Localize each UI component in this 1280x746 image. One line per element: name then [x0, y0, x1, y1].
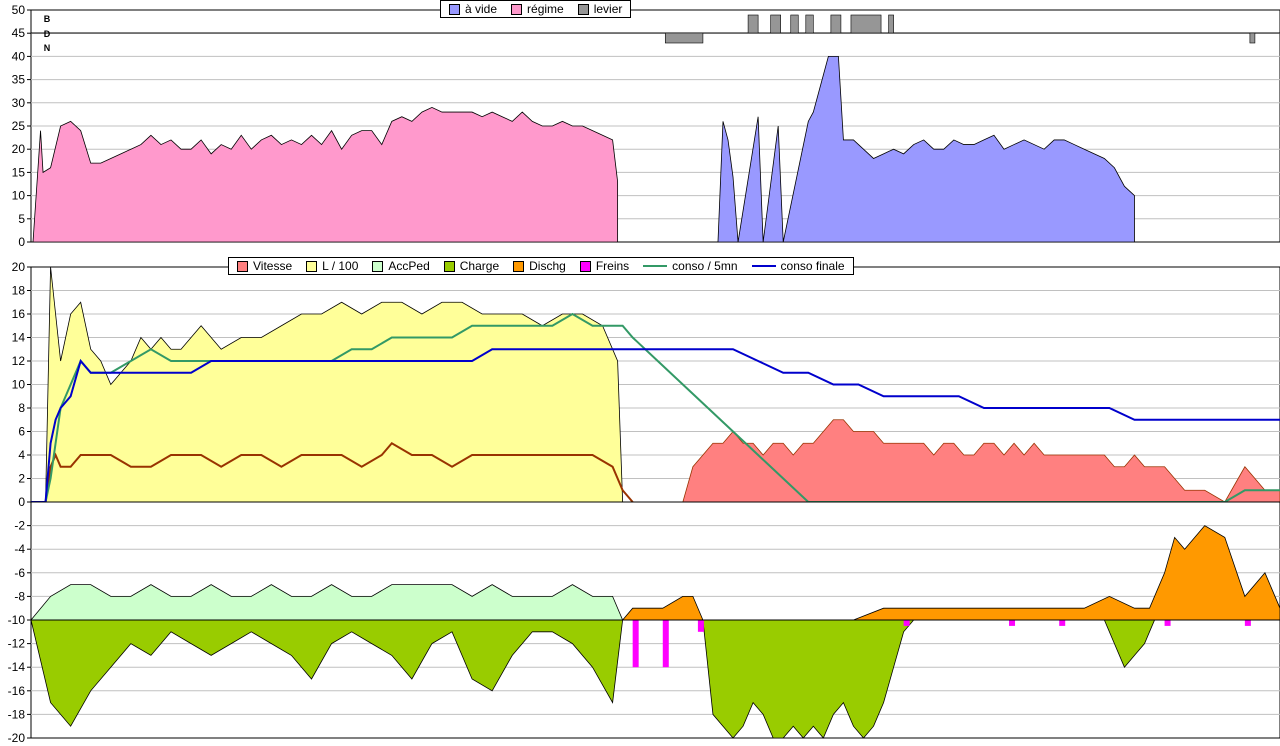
series-area-2	[621, 525, 1280, 621]
legend-swatch	[577, 3, 589, 15]
legend-label: régime	[527, 2, 564, 16]
panel-middle: 0246810121416182030160190112011501180121…	[12, 260, 1280, 529]
y-tick-label: -2	[14, 519, 25, 533]
panel-top: 0 5 10 15 20 25 30 35 40 45 50 BDN	[12, 3, 1280, 249]
legend-item: L / 100	[306, 259, 358, 273]
legend-swatch	[579, 260, 591, 272]
legend-middle: Vitesse L / 100 AccPed Charge Dischg Freins co…	[228, 257, 854, 275]
y-tick-label: 20	[12, 142, 26, 156]
y-tick-label: 50	[12, 3, 26, 17]
level-label: N	[44, 43, 51, 53]
legend-label: conso / 5mn	[672, 259, 738, 273]
y-tick-label: 12	[12, 354, 26, 368]
levier-segment	[770, 14, 782, 34]
y-tick-label: -6	[14, 566, 25, 580]
freins-bar	[662, 620, 669, 668]
legend-swatch	[643, 265, 668, 267]
y-tick-label: 10	[12, 378, 26, 392]
freins-bar	[697, 620, 704, 632]
levier-segment	[664, 32, 704, 44]
legend-swatch	[751, 265, 776, 267]
y-tick-label: 5	[18, 212, 25, 226]
legend-swatch	[443, 260, 455, 272]
legend-item: Vitesse	[237, 259, 292, 273]
y-tick-label: 18	[12, 284, 26, 298]
legend-label: L / 100	[322, 259, 359, 273]
legend-item: AccPed	[372, 259, 430, 273]
legend-item: à vide	[449, 2, 497, 16]
legend-label: à vide	[465, 2, 498, 16]
legend-item: conso / 5mn	[643, 259, 738, 273]
y-tick-label: 40	[12, 49, 26, 63]
y-tick-label: 35	[12, 73, 26, 87]
levier-segment	[790, 14, 799, 34]
y-tick-label: -18	[8, 707, 26, 721]
levier-segment	[805, 14, 814, 34]
levier-segment	[888, 14, 894, 34]
series-area-0	[31, 106, 619, 243]
y-tick-label: 2	[18, 472, 25, 486]
freins-bar	[1164, 620, 1171, 626]
y-tick-label: 4	[18, 448, 25, 462]
y-tick-label: -8	[14, 589, 25, 603]
legend-item: Charge	[443, 259, 500, 273]
y-tick-label: 15	[12, 165, 26, 179]
legend-item: Freins	[579, 259, 630, 273]
series-area-2	[662, 419, 1280, 503]
legend-item: régime	[511, 2, 564, 16]
legend-label: Freins	[595, 259, 630, 273]
y-tick-label: -4	[14, 542, 25, 556]
legend-label: Vitesse	[253, 259, 293, 273]
legend-label: Dischg	[529, 259, 566, 273]
legend-label: AccPed	[388, 259, 430, 273]
levier-segment	[830, 14, 842, 34]
y-tick-label: -12	[8, 637, 26, 651]
legend-label: conso finale	[780, 259, 845, 273]
y-tick-label: 16	[12, 307, 26, 321]
legend-item: Dischg	[513, 259, 566, 273]
levier-segment	[850, 14, 882, 34]
freins-bar	[1009, 620, 1016, 626]
freins-bar	[1059, 620, 1066, 626]
y-tick-label: 8	[18, 401, 25, 415]
freins-bar	[1244, 620, 1251, 626]
legend-swatch	[513, 260, 525, 272]
level-label: B	[44, 14, 51, 24]
series-area-1	[717, 56, 1135, 243]
y-tick-label: 20	[12, 260, 26, 274]
freins-bar	[632, 620, 639, 668]
y-tick-label: -16	[8, 684, 26, 698]
legend-swatch	[306, 260, 318, 272]
legend-item: conso finale	[751, 259, 845, 273]
legend-top: à vide régime levier	[440, 0, 632, 18]
legend-swatch	[511, 3, 523, 15]
legend-label: levier	[593, 2, 623, 16]
series-line-4	[31, 348, 1280, 503]
y-tick-label: 6	[18, 425, 25, 439]
levier-segment	[1249, 32, 1256, 44]
levier-segment	[747, 14, 759, 34]
legend-swatch	[372, 260, 384, 272]
y-tick-label: -14	[8, 660, 26, 674]
panel-bottom: -20 -18 -16 -14 -12 -10 -8 -6 -4 -2	[8, 501, 1280, 745]
freins-bar	[903, 620, 910, 626]
y-tick-label: 0	[18, 235, 25, 249]
level-label: D	[44, 29, 51, 39]
y-tick-label: -10	[8, 613, 26, 627]
y-tick-label: -20	[8, 731, 26, 745]
legend-swatch	[237, 260, 248, 272]
y-tick-label: 14	[12, 331, 26, 345]
series-line-1	[31, 441, 634, 503]
legend-item: levier	[577, 2, 623, 16]
y-tick-label: 25	[12, 119, 26, 133]
legend-swatch	[449, 3, 460, 15]
y-tick-label: 45	[12, 26, 26, 40]
y-tick-label: 10	[12, 189, 26, 203]
series-area-0	[30, 584, 624, 621]
y-tick-label: 0	[18, 495, 25, 509]
y-tick-label: 30	[12, 96, 26, 110]
legend-label: Charge	[459, 259, 500, 273]
